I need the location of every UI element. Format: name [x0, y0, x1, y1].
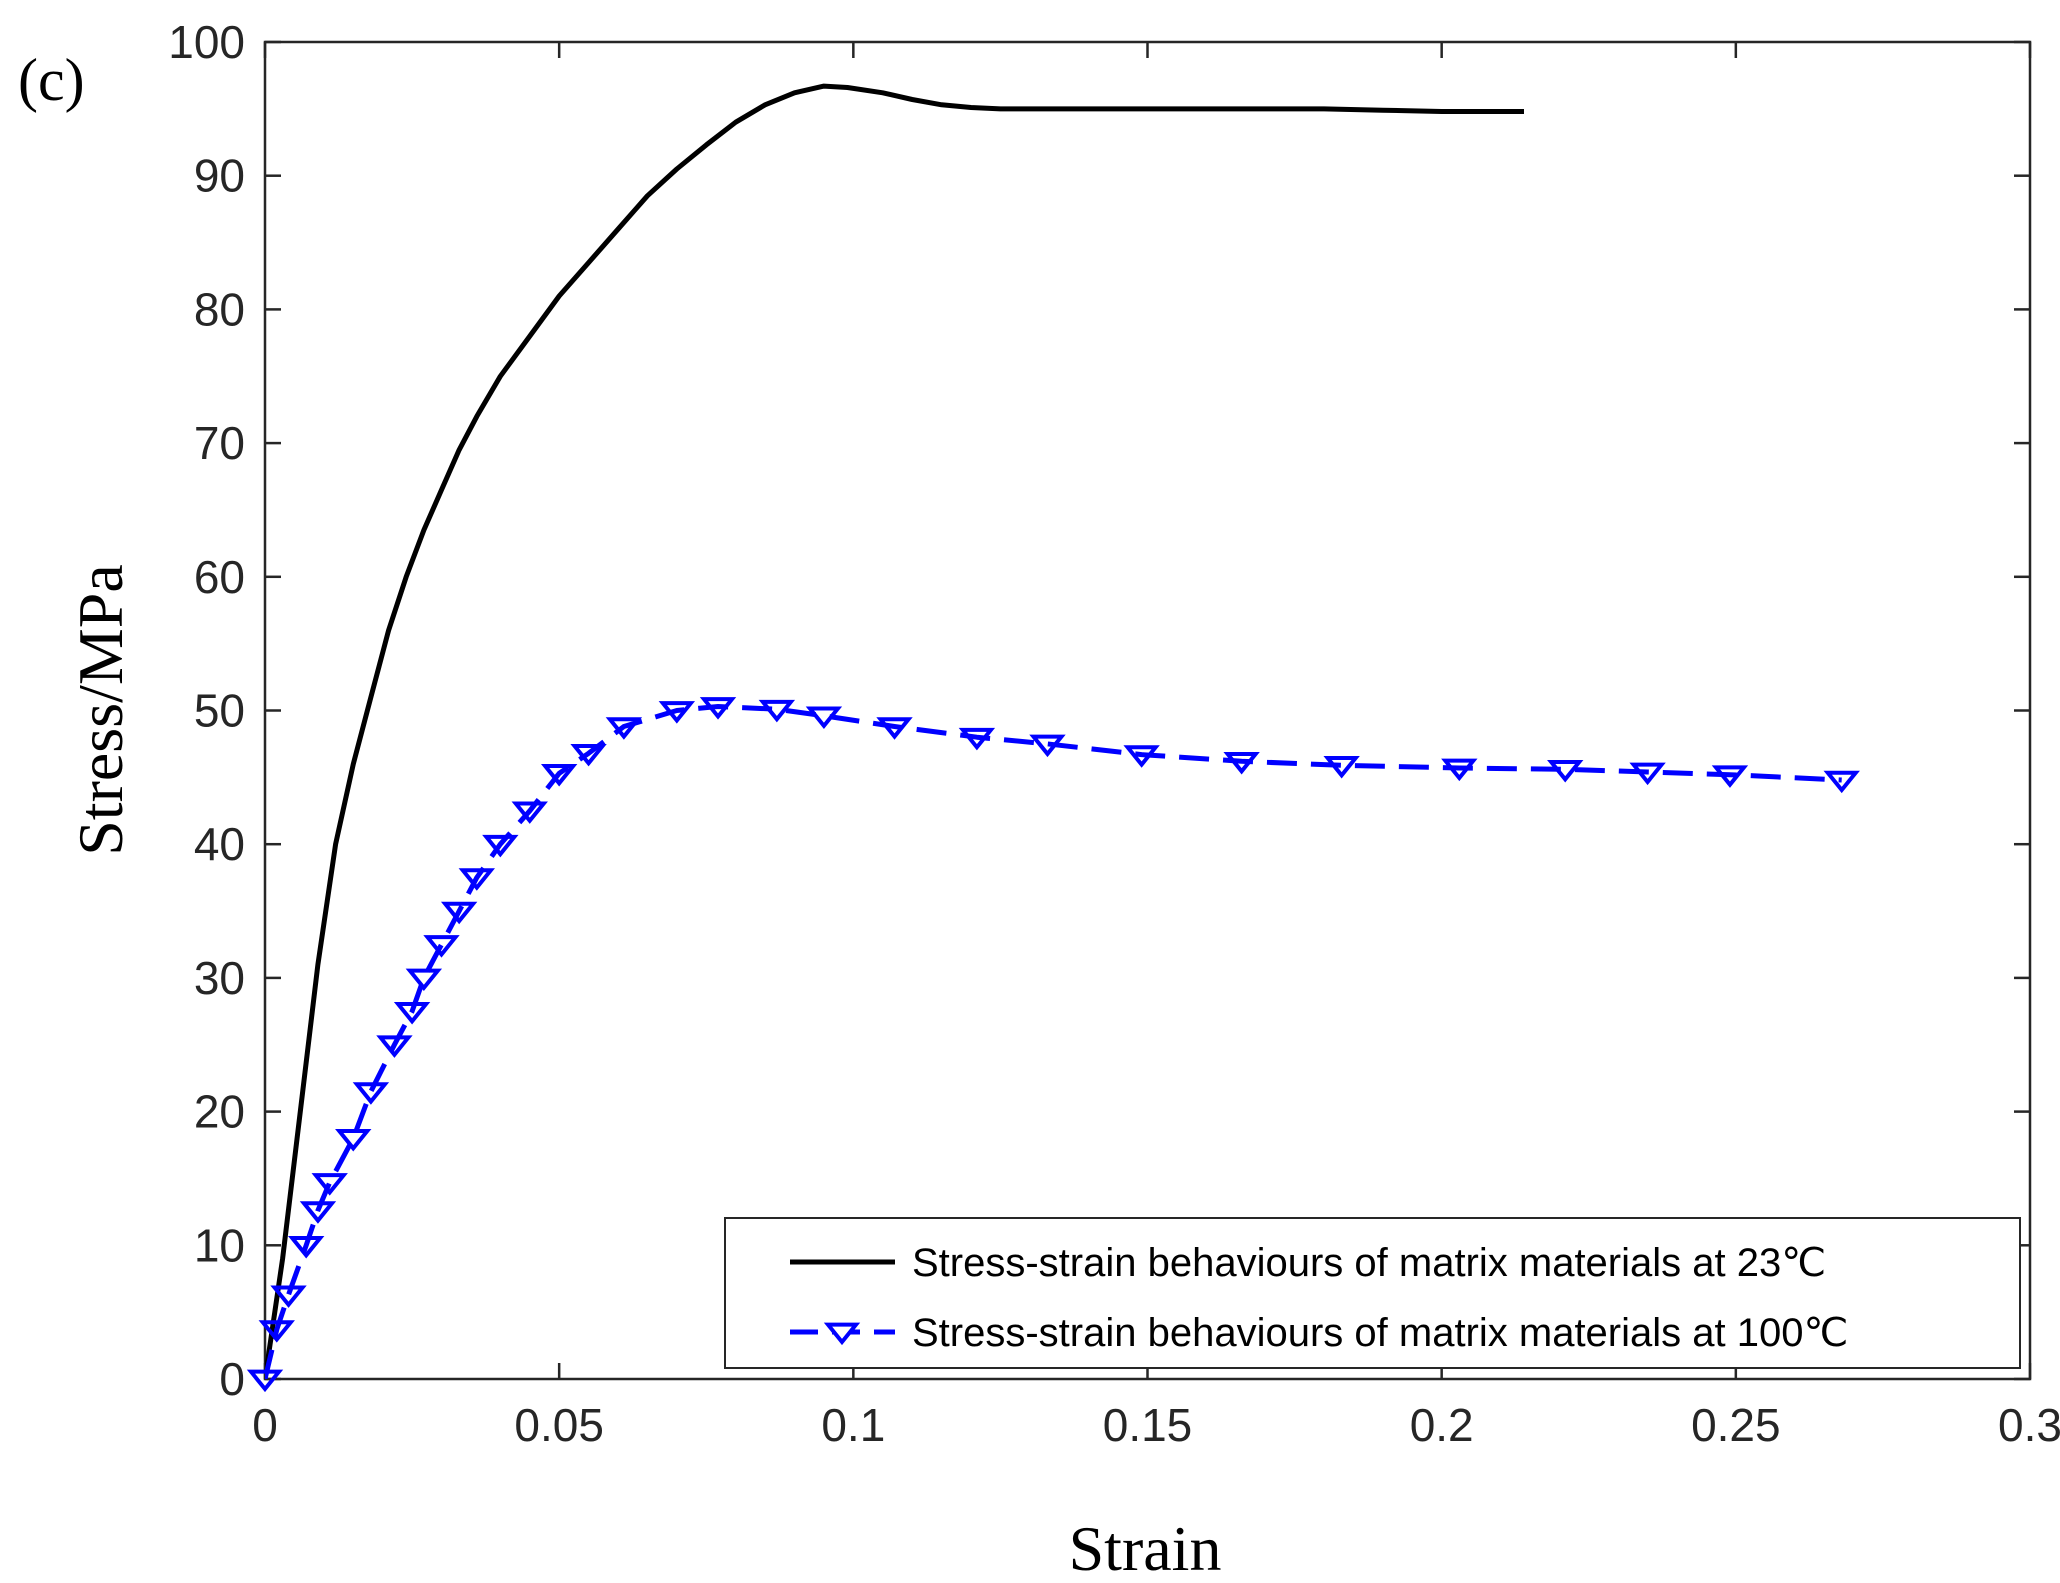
- series-2-point: [1223, 751, 1260, 775]
- x-axis: 0 0.05 0.1 0.15 0.2 0.25 0.3: [252, 42, 2060, 1451]
- x-tick-label: 0.15: [1103, 1399, 1193, 1451]
- y-tick-label: 30: [194, 952, 245, 1004]
- legend-box: [724, 1217, 2021, 1369]
- y-tick-label: 0: [219, 1353, 245, 1405]
- series-2-point: [1441, 758, 1478, 782]
- x-tick-label: 0.05: [514, 1399, 604, 1451]
- y-axis: 0 10 20 30 40 50 60 70 80 90 100: [168, 16, 2030, 1405]
- series-2-point: [1711, 765, 1749, 788]
- series-line-1: [265, 83, 1524, 1379]
- series-2-point: [440, 901, 478, 925]
- y-tick-label: 50: [194, 685, 245, 737]
- series-2-point: [246, 1369, 284, 1393]
- series-2-point: [311, 1173, 348, 1196]
- x-axis-title: Strain: [1069, 1513, 1222, 1583]
- x-tick-label: 0: [252, 1399, 278, 1451]
- series-2-point: [1029, 734, 1066, 758]
- y-tick-label: 90: [194, 150, 245, 202]
- series-2-point: [1547, 760, 1584, 783]
- y-tick-label: 40: [194, 818, 245, 870]
- series-2-point: [376, 1035, 413, 1058]
- legend-label-2: Stress-strain behaviours of matrix mater…: [912, 1311, 1848, 1355]
- x-tick-label: 0.25: [1691, 1399, 1781, 1451]
- x-tick-label: 0.3: [1998, 1399, 2060, 1451]
- series-2-point: [876, 717, 913, 740]
- series-2-point: [540, 764, 578, 787]
- y-tick-label: 80: [194, 283, 245, 335]
- series-2-point: [1123, 745, 1160, 768]
- series-2-point: [699, 697, 737, 720]
- series-2-point: [287, 1235, 325, 1259]
- series-2-point: [270, 1285, 307, 1308]
- series-2-point: [1823, 770, 1860, 794]
- series-layer: [265, 83, 1842, 1379]
- legend-marker: [823, 1322, 861, 1346]
- series-2-point: [758, 699, 796, 723]
- legend-label-1: Stress-strain behaviours of matrix mater…: [912, 1241, 1826, 1285]
- x-tick-label: 0.1: [821, 1399, 885, 1451]
- series-2-point: [482, 834, 519, 858]
- series-2-point: [458, 868, 495, 891]
- y-tick-label: 20: [194, 1086, 245, 1138]
- series-2-point: [393, 1002, 431, 1025]
- x-tick-label: 0.2: [1410, 1399, 1474, 1451]
- series-2-point: [958, 727, 996, 751]
- series-2-point: [511, 801, 548, 824]
- series-2-point: [1629, 762, 1666, 786]
- series-2-point: [805, 706, 843, 730]
- series-2-point: [352, 1082, 390, 1105]
- series-2-point: [258, 1320, 295, 1343]
- y-axis-title: Stress/MPa: [65, 564, 136, 856]
- marker-layer: [246, 697, 1860, 1393]
- series-2-point: [299, 1201, 337, 1224]
- series-2-point: [405, 968, 443, 992]
- y-tick-label: 10: [194, 1219, 245, 1271]
- series-2-point: [605, 717, 643, 740]
- y-tick-label: 70: [194, 417, 245, 469]
- series-line-2: [265, 704, 1842, 1379]
- y-tick-label: 60: [194, 551, 245, 603]
- plot-frame: [263, 40, 2032, 1381]
- series-2-point: [570, 743, 607, 767]
- y-tick-label: 100: [168, 16, 245, 68]
- series-2-point: [335, 1129, 372, 1152]
- series-2-point: [1323, 756, 1360, 779]
- series-2-point: [658, 701, 696, 724]
- legend: Stress-strain behaviours of matrix mater…: [724, 1217, 2021, 1369]
- panel-label: (c): [18, 47, 85, 113]
- series-2-point: [423, 935, 460, 958]
